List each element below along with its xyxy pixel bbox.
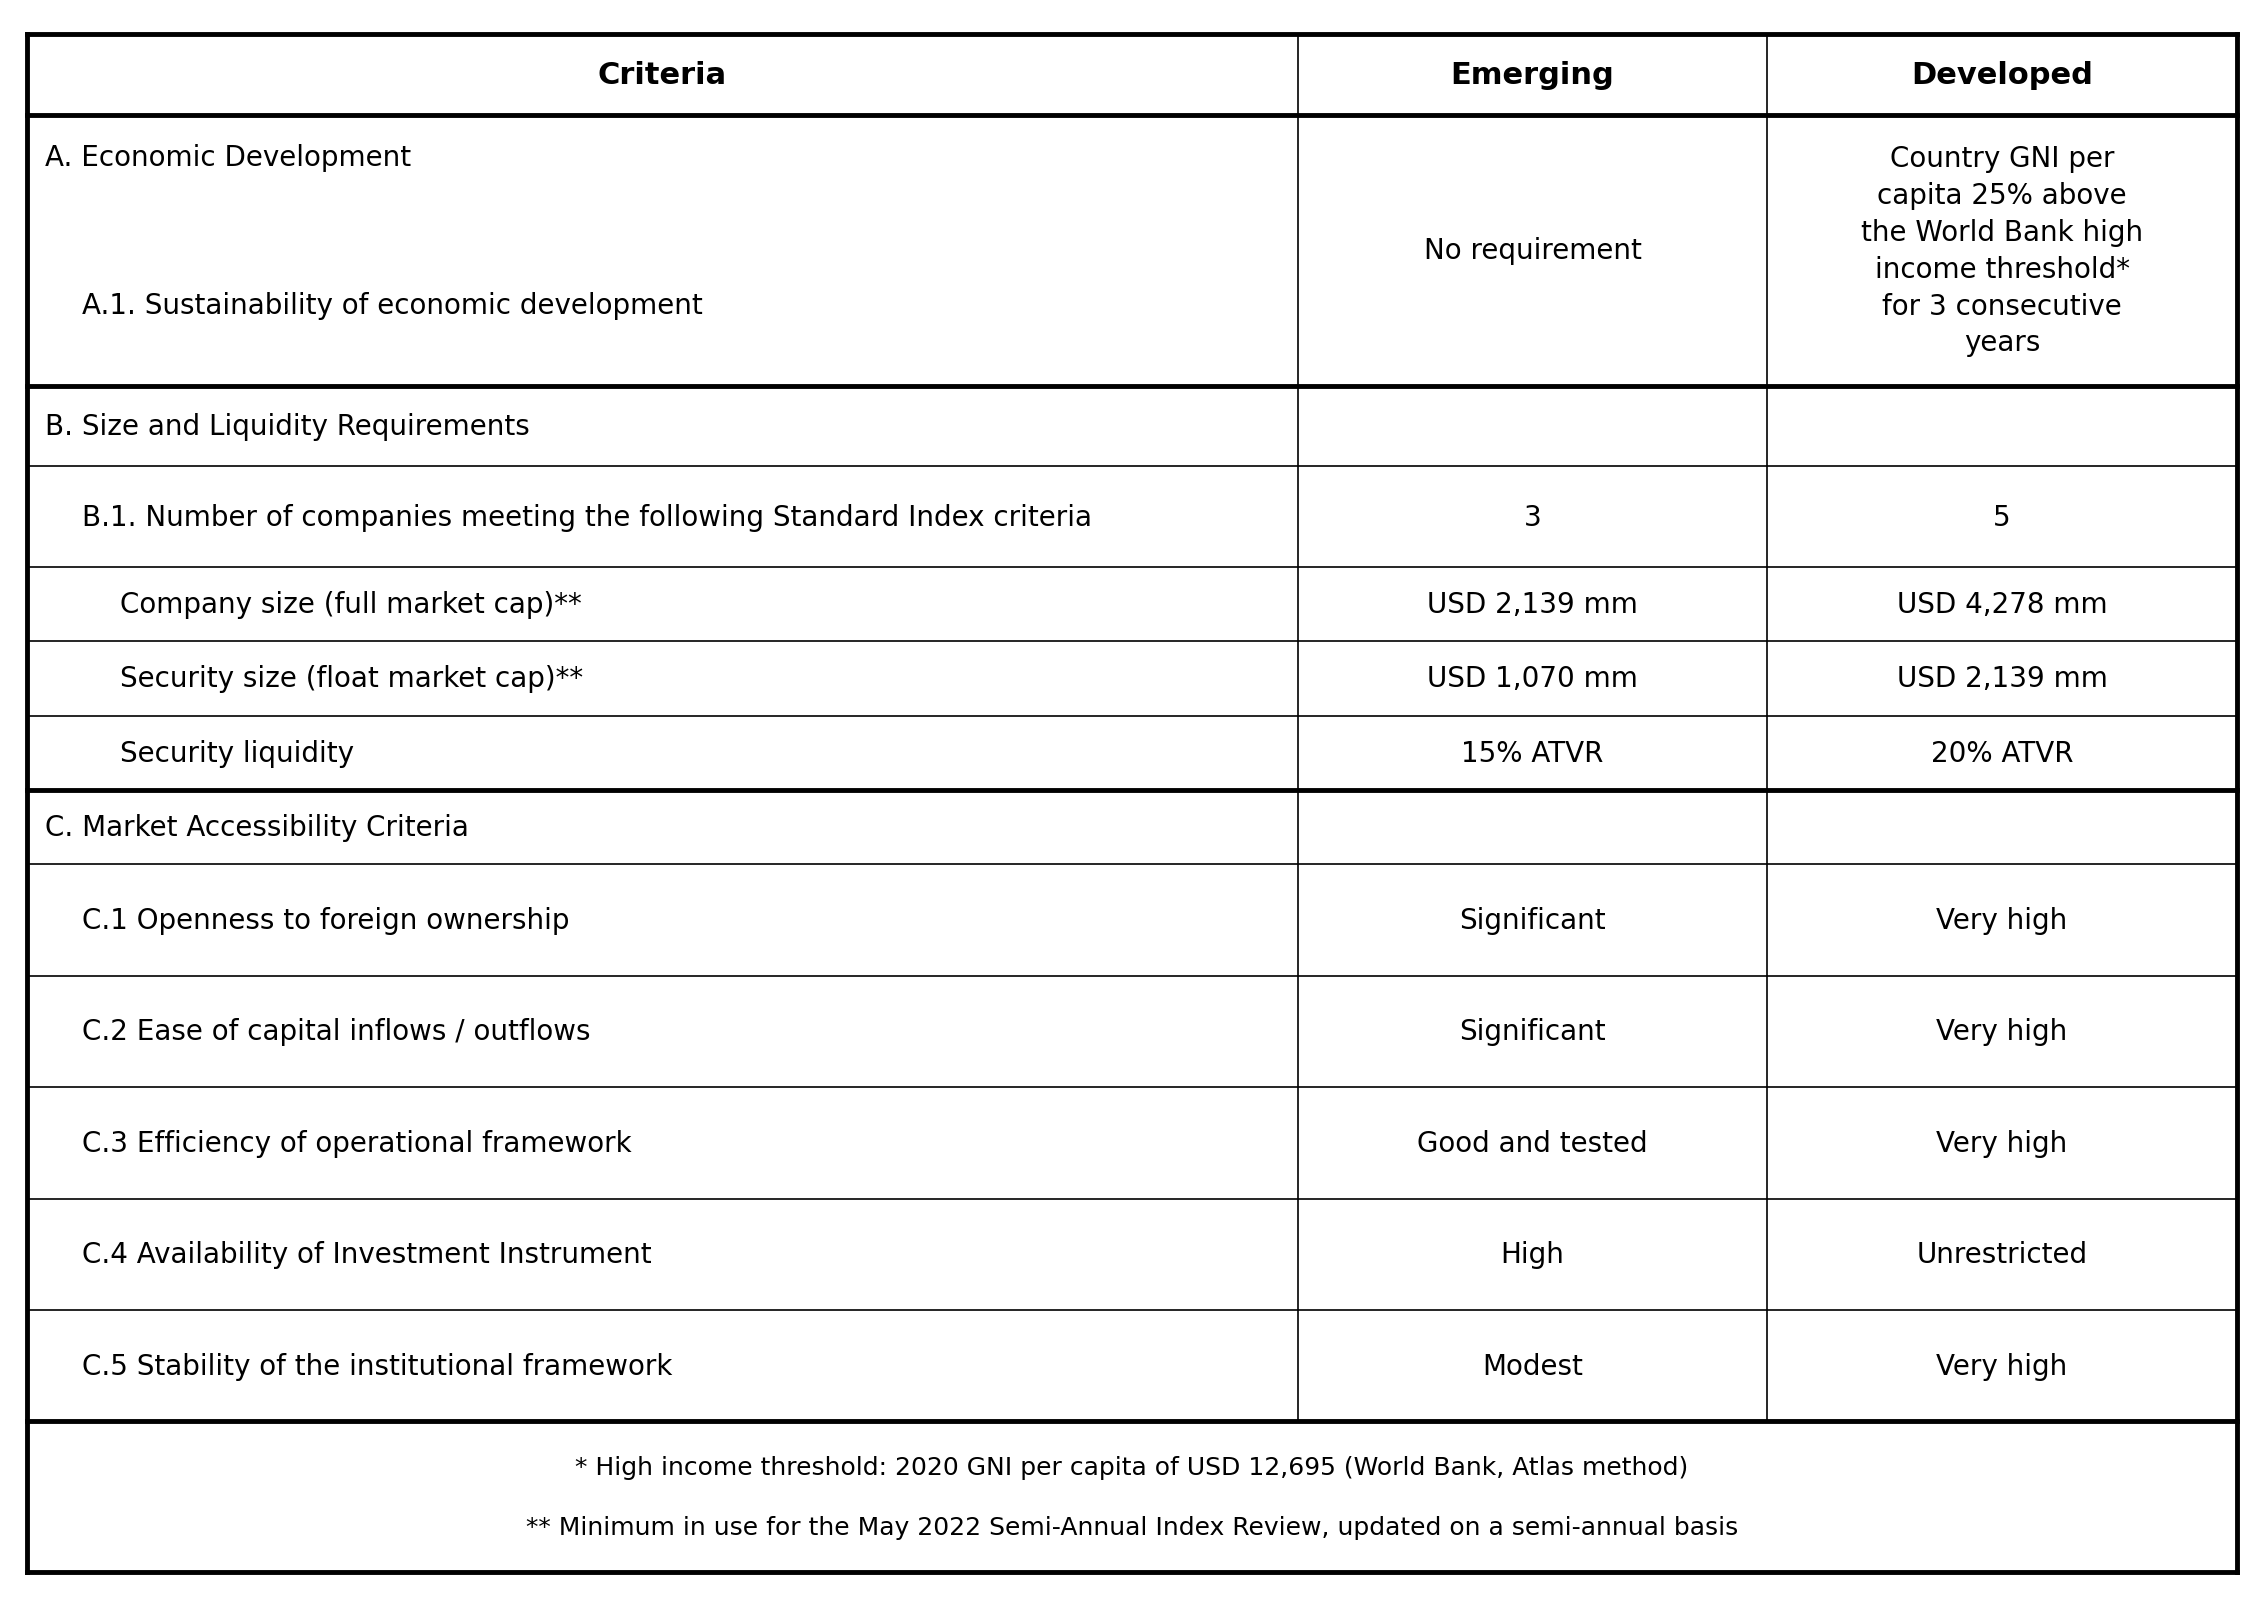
Text: Significant: Significant xyxy=(1460,1017,1605,1046)
Text: C.5 Stability of the institutional framework: C.5 Stability of the institutional frame… xyxy=(82,1351,672,1380)
Text: USD 1,070 mm: USD 1,070 mm xyxy=(1426,665,1637,693)
Text: C.4 Availability of Investment Instrument: C.4 Availability of Investment Instrumen… xyxy=(82,1241,652,1268)
Text: Very high: Very high xyxy=(1936,1351,2067,1380)
Text: USD 4,278 mm: USD 4,278 mm xyxy=(1897,591,2108,619)
Text: B.1. Number of companies meeting the following Standard Index criteria: B.1. Number of companies meeting the fol… xyxy=(82,503,1094,532)
Text: Country GNI per
capita 25% above
the World Bank high
income threshold*
for 3 con: Country GNI per capita 25% above the Wor… xyxy=(1861,145,2144,357)
Text: 5: 5 xyxy=(1992,503,2010,532)
Text: Developed: Developed xyxy=(1911,61,2092,90)
Text: A. Economic Development: A. Economic Development xyxy=(45,143,412,172)
Text: Very high: Very high xyxy=(1936,906,2067,934)
Text: * High income threshold: 2020 GNI per capita of USD 12,695 (World Bank, Atlas me: * High income threshold: 2020 GNI per ca… xyxy=(575,1454,1689,1478)
Text: Emerging: Emerging xyxy=(1451,61,1614,90)
Text: Criteria: Criteria xyxy=(598,61,727,90)
Text: Very high: Very high xyxy=(1936,1130,2067,1157)
Text: Very high: Very high xyxy=(1936,1017,2067,1046)
Text: C. Market Accessibility Criteria: C. Market Accessibility Criteria xyxy=(45,813,469,842)
Text: Security size (float market cap)**: Security size (float market cap)** xyxy=(120,665,584,693)
Text: High: High xyxy=(1501,1241,1564,1268)
Text: Company size (full market cap)**: Company size (full market cap)** xyxy=(120,591,582,619)
Text: USD 2,139 mm: USD 2,139 mm xyxy=(1426,591,1637,619)
Text: Unrestricted: Unrestricted xyxy=(1918,1241,2087,1268)
Text: C.3 Efficiency of operational framework: C.3 Efficiency of operational framework xyxy=(82,1130,632,1157)
Text: C.1 Openness to foreign ownership: C.1 Openness to foreign ownership xyxy=(82,906,571,934)
Text: Modest: Modest xyxy=(1483,1351,1583,1380)
Text: B. Size and Liquidity Requirements: B. Size and Liquidity Requirements xyxy=(45,413,530,440)
Text: Security liquidity: Security liquidity xyxy=(120,739,353,767)
Text: 20% ATVR: 20% ATVR xyxy=(1931,739,2074,767)
Text: Significant: Significant xyxy=(1460,906,1605,934)
Text: 15% ATVR: 15% ATVR xyxy=(1460,739,1603,767)
Text: 3: 3 xyxy=(1524,503,1542,532)
Text: ** Minimum in use for the May 2022 Semi-Annual Index Review, updated on a semi-a: ** Minimum in use for the May 2022 Semi-… xyxy=(525,1515,1739,1538)
Text: USD 2,139 mm: USD 2,139 mm xyxy=(1897,665,2108,693)
Text: Good and tested: Good and tested xyxy=(1417,1130,1648,1157)
Text: A.1. Sustainability of economic development: A.1. Sustainability of economic developm… xyxy=(82,291,704,320)
Text: C.2 Ease of capital inflows / outflows: C.2 Ease of capital inflows / outflows xyxy=(82,1017,591,1046)
Text: No requirement: No requirement xyxy=(1424,238,1641,265)
